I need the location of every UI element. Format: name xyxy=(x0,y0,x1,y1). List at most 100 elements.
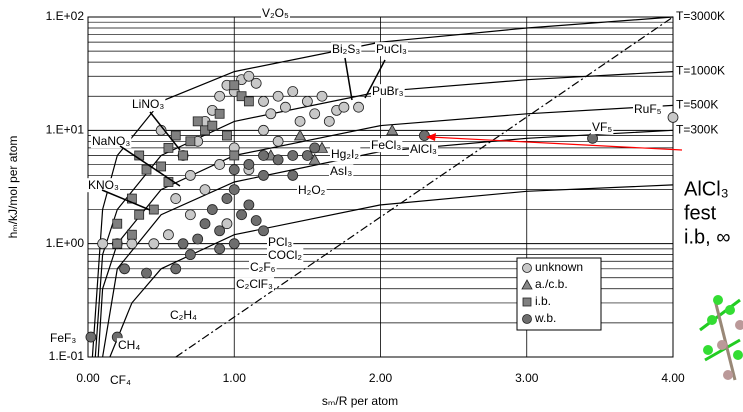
x-tick-label: 4.00 xyxy=(661,371,685,385)
point xyxy=(185,170,195,180)
note: AlCl₃ xyxy=(684,178,729,200)
point xyxy=(339,102,349,112)
annotation: PuCl₃ xyxy=(376,42,407,56)
point xyxy=(310,109,320,119)
point xyxy=(193,117,202,126)
point xyxy=(222,194,232,204)
point xyxy=(179,151,188,160)
point xyxy=(302,96,312,106)
annotation: AlCl₃ xyxy=(410,142,437,156)
y-tick-label: 1.E+00 xyxy=(46,236,85,250)
x-axis-label: sₘ/R per atom xyxy=(322,394,398,408)
point xyxy=(171,264,181,274)
point xyxy=(302,150,312,160)
annotation: PuBr₃ xyxy=(372,84,404,98)
annotation: RuF₅ xyxy=(634,102,662,116)
point xyxy=(251,216,261,226)
point xyxy=(200,185,210,195)
point xyxy=(142,268,152,278)
point xyxy=(215,226,225,236)
point xyxy=(324,116,334,126)
point xyxy=(259,96,269,106)
point xyxy=(200,219,210,229)
point xyxy=(135,210,144,219)
point xyxy=(273,155,283,165)
point xyxy=(229,239,239,249)
annotation: AsI₃ xyxy=(330,164,352,178)
point xyxy=(171,131,180,140)
point xyxy=(127,230,136,239)
x-tick-label: 1.00 xyxy=(223,371,247,385)
point xyxy=(185,250,195,260)
point xyxy=(295,116,305,126)
point xyxy=(149,239,159,249)
point xyxy=(208,121,217,130)
point xyxy=(171,194,181,204)
y-tick-label: 1.E+01 xyxy=(46,123,85,137)
point xyxy=(86,332,96,342)
point xyxy=(419,131,429,141)
annotation: CH₄ xyxy=(118,338,140,352)
point xyxy=(259,125,269,135)
curve-label: T=500K xyxy=(676,98,718,112)
point xyxy=(186,137,195,146)
x-tick-label: 2.00 xyxy=(369,371,393,385)
annotation: H₂O₂ xyxy=(298,183,326,197)
point xyxy=(288,87,298,97)
point xyxy=(229,185,239,195)
point xyxy=(113,239,122,248)
point xyxy=(215,91,225,101)
annotation: FeF₃ xyxy=(50,331,76,345)
annotation: FeCl₃ xyxy=(371,138,401,152)
y-tick-label: 1.E+02 xyxy=(46,9,85,23)
note: fest xyxy=(684,202,717,224)
point xyxy=(185,210,195,220)
point xyxy=(215,159,225,169)
legend-label: unknown xyxy=(535,260,583,274)
x-tick-label: 0.00 xyxy=(76,371,100,385)
annotation: Bi₂S₃ xyxy=(332,42,360,56)
legend-marker xyxy=(523,315,532,324)
annotation: LiNO₃ xyxy=(132,97,164,111)
legend-marker xyxy=(523,298,531,306)
annotation: PCl₃ xyxy=(268,235,292,249)
legend: unknowna./c.b.i.b.w.b. xyxy=(517,258,601,330)
annotation: C₂F₆ xyxy=(250,260,276,274)
point xyxy=(127,239,137,249)
point xyxy=(317,91,327,101)
annotation: CF₄ xyxy=(110,373,131,387)
annotation: V₂O₅ xyxy=(262,6,289,20)
point xyxy=(259,170,269,180)
point xyxy=(266,109,276,119)
annotation: Hg₂I₂ xyxy=(331,147,359,161)
point xyxy=(273,136,283,146)
annotation: C₂H₄ xyxy=(170,308,197,322)
point xyxy=(280,102,290,112)
point xyxy=(354,102,364,112)
annotation: C₂ClF₃ xyxy=(236,277,273,291)
point xyxy=(113,219,122,228)
point xyxy=(207,205,217,215)
point xyxy=(259,226,269,236)
point xyxy=(588,133,598,143)
point xyxy=(215,244,225,254)
curve-label: T=3000K xyxy=(676,9,725,23)
curve-label: T=300K xyxy=(676,123,718,137)
point xyxy=(98,239,108,249)
point xyxy=(668,112,678,122)
point xyxy=(273,91,283,101)
point xyxy=(259,150,269,160)
point xyxy=(288,170,298,180)
curve-label: T=1000K xyxy=(676,64,725,78)
point xyxy=(288,150,298,160)
annotation: VF₅ xyxy=(592,120,612,134)
point xyxy=(229,165,239,175)
point xyxy=(163,230,173,240)
legend-label: i.b. xyxy=(535,294,551,308)
point xyxy=(244,200,254,210)
point xyxy=(215,109,224,118)
point xyxy=(178,239,188,249)
legend-label: a./c.b. xyxy=(535,277,568,291)
point xyxy=(244,159,254,169)
point xyxy=(157,162,166,171)
